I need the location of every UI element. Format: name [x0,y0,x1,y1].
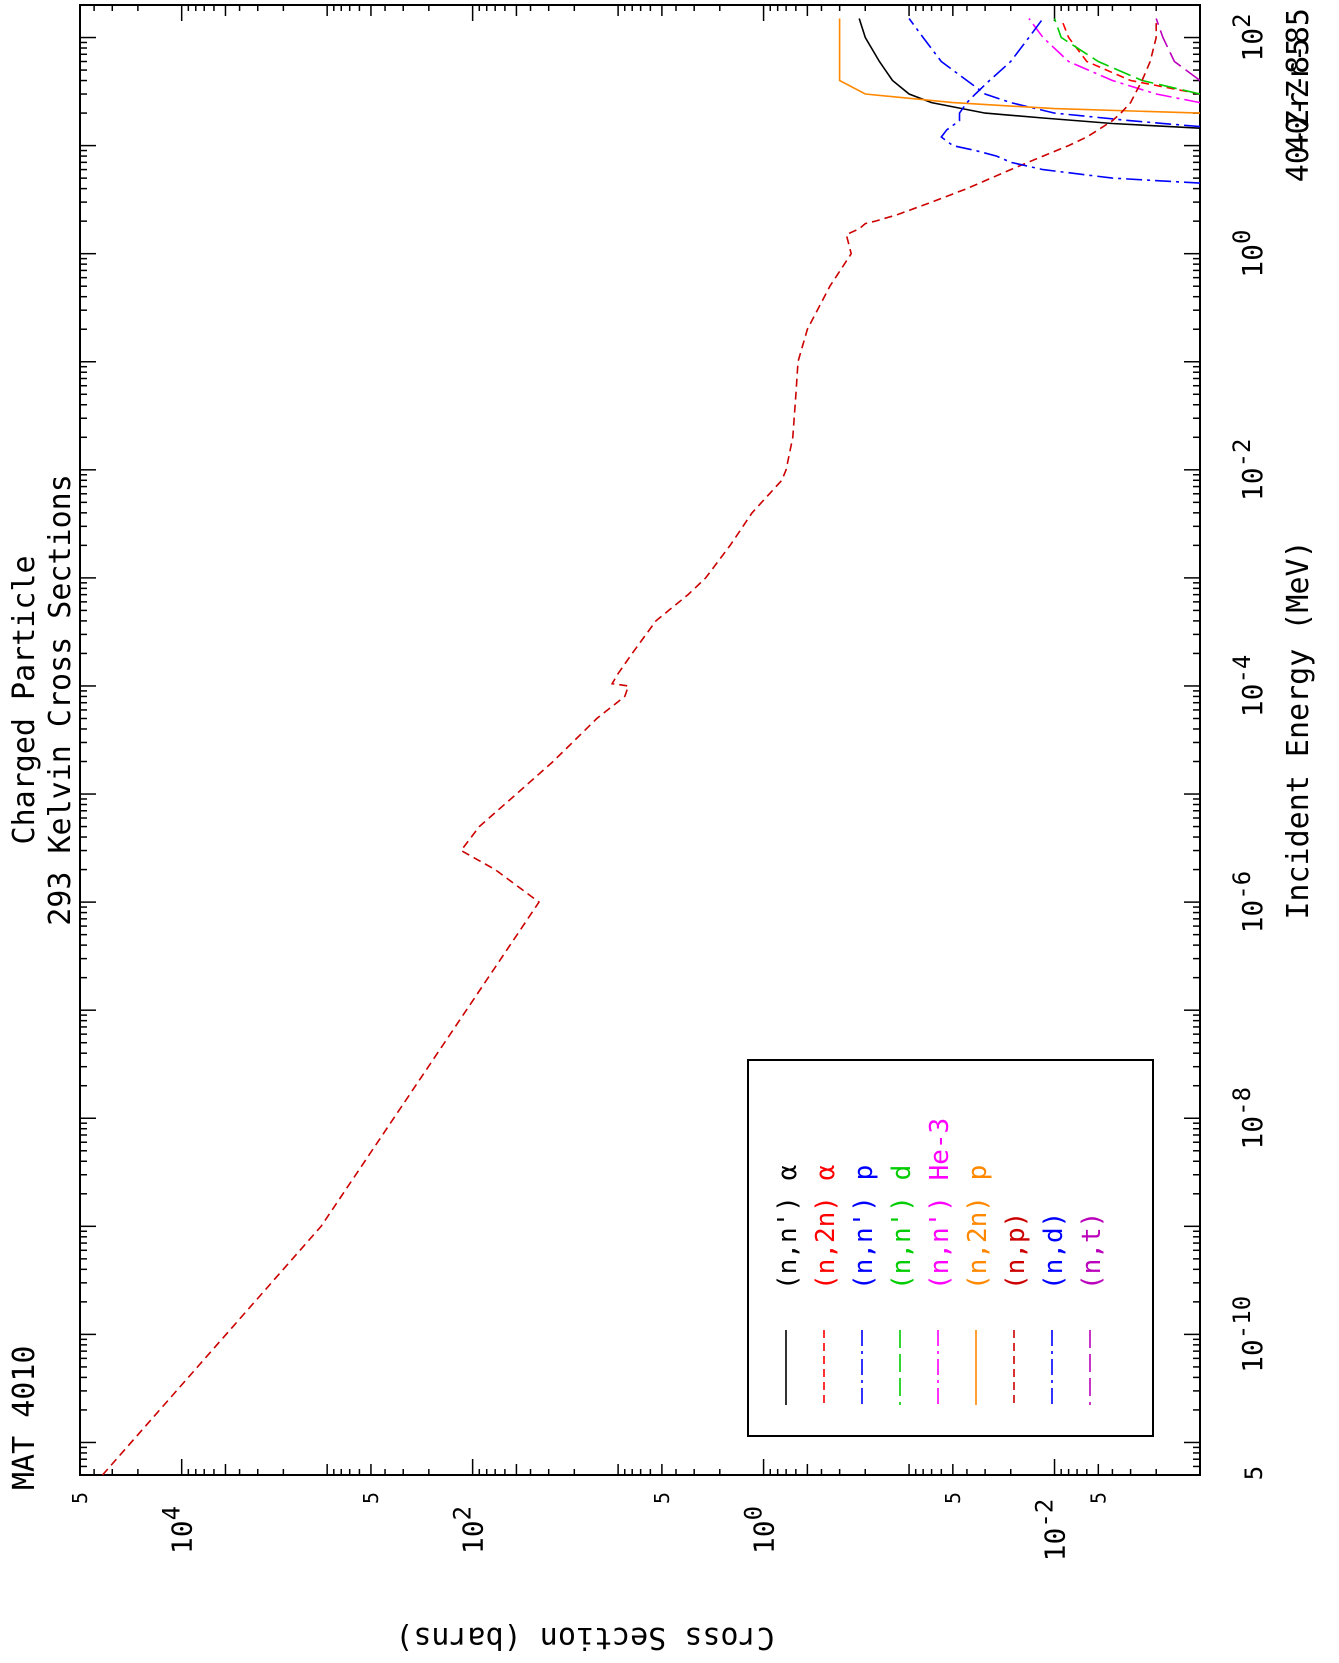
y-minor-label: 5 [68,1492,92,1504]
tick-labels: 10-10 10-8 10-6 10-4 10-2 100 102 5 104 102 100 10-… [68,13,1269,1561]
y-tick-label: 100 [740,1506,781,1554]
legend-label: (n,n') He-3 [925,1118,955,1290]
material-label: 40-Zr-85 [1281,8,1316,153]
x-tick-label: 100 [1228,230,1269,278]
x-axis-label: Incident Energy (MeV) [1281,540,1316,919]
title-line2: 293 Kelvin Cross Sections [43,474,78,926]
y-minor-label: 5 [650,1492,674,1504]
legend-label: (n,2n) p [963,1165,993,1290]
series-line [858,18,1201,129]
series-line [1028,18,1201,104]
series-line [101,18,1157,1476]
series-line [1060,18,1201,95]
y-tick-label: 10-2 [1031,1499,1072,1562]
y-minor-label: 5 [1086,1492,1110,1504]
series-line [940,18,1201,184]
legend-label: (n,n') α [773,1165,803,1290]
x-tick-label: 10-8 [1228,1087,1269,1150]
x-tick-label: 10-2 [1228,439,1269,502]
series-line [908,18,1201,128]
axis-ticks [79,4,1201,1476]
plot-curves [101,18,1201,1476]
legend-label: (n,t) [1077,1212,1107,1290]
x-tick-label: 10-4 [1228,655,1269,718]
y-tick-label: 104 [158,1506,199,1554]
y-tick-label: 102 [449,1506,490,1554]
legend: (n,n') α (n,2n) α (n,n') p (n,n') d (n,n') H… [773,1118,1107,1405]
series-line [1155,18,1201,82]
legend-box [747,1059,1154,1437]
title-line1: Charged Particle [7,556,42,845]
legend-label: (n,n') d [887,1165,917,1290]
y-minor-label: 5 [359,1492,383,1504]
series-line [1053,18,1201,95]
x-tick-label: 10-10 [1228,1296,1269,1373]
legend-label: (n,d) [1039,1212,1069,1290]
x-tick-label: 10-6 [1228,871,1269,934]
series-line [838,18,1201,114]
x-tick-label-minor: 5 [1240,1466,1268,1480]
material-label-right: 40-Zr-85 [1281,38,1316,183]
y-axis-label: Cross Section (barns) [395,1620,774,1655]
mat-label: MAT 4010 [7,1346,42,1491]
x-tick-label: 102 [1228,13,1269,61]
y-minor-label: 5 [941,1492,965,1504]
legend-label: (n,n') p [849,1165,879,1290]
legend-label: (n,p) [1001,1212,1031,1290]
legend-label: (n,2n) α [811,1165,841,1290]
